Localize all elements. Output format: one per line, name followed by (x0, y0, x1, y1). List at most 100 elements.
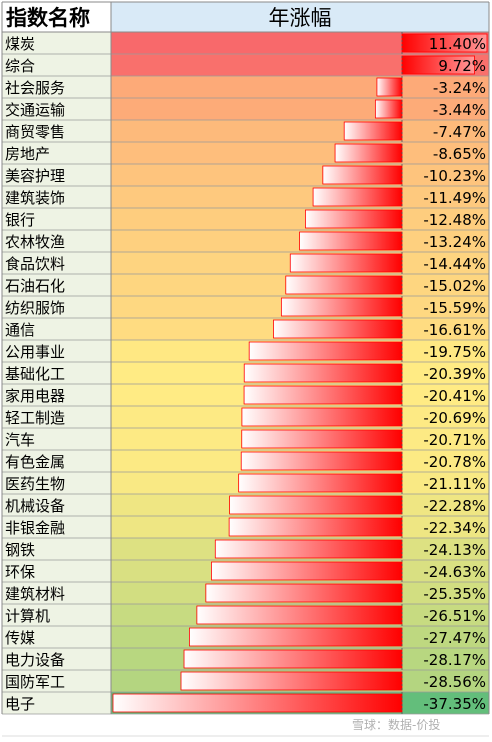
row-name-医药生物: 医药生物 (5, 475, 65, 493)
row-value-钢铁: -24.13% (423, 541, 486, 559)
row-name-cell (2, 560, 111, 582)
row-name-cell (2, 362, 111, 384)
bar-轻工制造 (241, 407, 403, 427)
bar-电力设备 (183, 649, 403, 669)
row-name-美容护理: 美容护理 (5, 167, 65, 185)
row-name-cell (2, 32, 111, 54)
row-value-家用电器: -20.41% (423, 387, 486, 405)
row-name-食品饮料: 食品饮料 (5, 255, 65, 273)
row-value-美容护理: -10.23% (423, 167, 486, 185)
row-value-电子: -37.35% (423, 695, 486, 713)
row-value-房地产: -8.65% (433, 145, 486, 163)
bar-房地产 (334, 143, 403, 163)
bar-交通运输 (374, 99, 403, 119)
bar-银行 (305, 209, 403, 229)
bar-非银金融 (228, 517, 403, 537)
row-value-公用事业: -19.75% (423, 343, 486, 361)
row-value-农林牧渔: -13.24% (423, 233, 486, 251)
row-name-房地产: 房地产 (5, 145, 50, 163)
row-name-基础化工: 基础化工 (5, 365, 65, 383)
row-name-cell (2, 406, 111, 428)
row-value-有色金属: -20.78% (423, 453, 486, 471)
row-value-石油石化: -15.02% (423, 277, 486, 295)
row-name-cell (2, 670, 111, 692)
bar-商贸零售 (343, 121, 403, 141)
bar-钢铁 (214, 539, 403, 559)
row-name-机械设备: 机械设备 (5, 497, 65, 515)
row-name-cell (2, 516, 111, 538)
row-name-cell (2, 76, 111, 98)
row-name-cell (2, 98, 111, 120)
bar-国防军工 (180, 671, 403, 691)
bar-汽车 (241, 429, 403, 449)
bar-建筑装饰 (312, 187, 403, 207)
row-name-煤炭: 煤炭 (5, 35, 35, 53)
row-name-cell (2, 274, 111, 296)
bar-基础化工 (243, 363, 403, 383)
row-name-纺织服饰: 纺织服饰 (5, 299, 65, 317)
bar-家用电器 (243, 385, 403, 405)
row-name-电力设备: 电力设备 (5, 651, 65, 669)
row-name-通信: 通信 (5, 321, 35, 339)
row-value-电力设备: -28.17% (423, 651, 486, 669)
bar-环保 (211, 561, 403, 581)
row-value-通信: -16.61% (423, 321, 486, 339)
row-value-纺织服饰: -15.59% (423, 299, 486, 317)
row-name-cell (2, 164, 111, 186)
row-name-cell (2, 142, 111, 164)
row-value-商贸零售: -7.47% (433, 123, 486, 141)
bar-电子 (112, 693, 403, 713)
header-name: 指数名称 (6, 6, 90, 30)
header-cell-change (111, 2, 489, 32)
row-name-cell (2, 340, 111, 362)
bar-煤炭 (401, 33, 488, 53)
row-name-计算机: 计算机 (5, 607, 50, 625)
row-value-煤炭: 11.40% (429, 35, 486, 53)
row-name-传媒: 传媒 (5, 629, 35, 647)
bar-有色金属 (240, 451, 403, 471)
row-name-cell (2, 582, 111, 604)
row-name-建筑材料: 建筑材料 (5, 585, 65, 603)
row-name-cell (2, 208, 111, 230)
bar-医药生物 (238, 473, 403, 493)
row-name-cell (2, 120, 111, 142)
bar-美容护理 (322, 165, 403, 185)
row-name-家用电器: 家用电器 (5, 387, 65, 405)
row-value-医药生物: -21.11% (423, 475, 486, 493)
row-value-基础化工: -20.39% (423, 365, 486, 383)
bar-机械设备 (229, 495, 403, 515)
row-name-有色金属: 有色金属 (5, 453, 65, 471)
row-name-建筑装饰: 建筑装饰 (5, 189, 65, 207)
row-value-银行: -12.48% (423, 211, 486, 229)
header-change: 年涨幅 (269, 6, 332, 30)
header-cell-name (2, 2, 111, 32)
row-name-cell (2, 648, 111, 670)
bar-通信 (273, 319, 403, 339)
row-name-cell (2, 186, 111, 208)
watermark-text: 雪球：数据-价投 (352, 718, 441, 732)
row-name-cell (2, 450, 111, 472)
row-value-机械设备: -22.28% (423, 497, 486, 515)
row-name-cell (2, 252, 111, 274)
row-value-建筑装饰: -11.49% (423, 189, 486, 207)
row-name-cell (2, 428, 111, 450)
row-name-cell (2, 54, 111, 76)
row-name-电子: 电子 (5, 695, 35, 713)
row-name-cell (2, 626, 111, 648)
row-value-综合: 9.72% (438, 57, 486, 75)
row-value-汽车: -20.71% (423, 431, 486, 449)
row-name-cell (2, 230, 111, 252)
row-name-汽车: 汽车 (5, 431, 35, 449)
row-name-轻工制造: 轻工制造 (5, 409, 65, 427)
row-name-cell (2, 296, 111, 318)
bar-传媒 (189, 627, 403, 647)
bar-纺织服饰 (280, 297, 403, 317)
bar-计算机 (196, 605, 403, 625)
bar-建筑材料 (205, 583, 403, 603)
row-name-cell (2, 318, 111, 340)
row-name-非银金融: 非银金融 (5, 519, 65, 537)
row-value-社会服务: -3.24% (433, 79, 486, 97)
row-name-国防军工: 国防军工 (5, 673, 65, 691)
row-name-公用事业: 公用事业 (5, 343, 65, 361)
